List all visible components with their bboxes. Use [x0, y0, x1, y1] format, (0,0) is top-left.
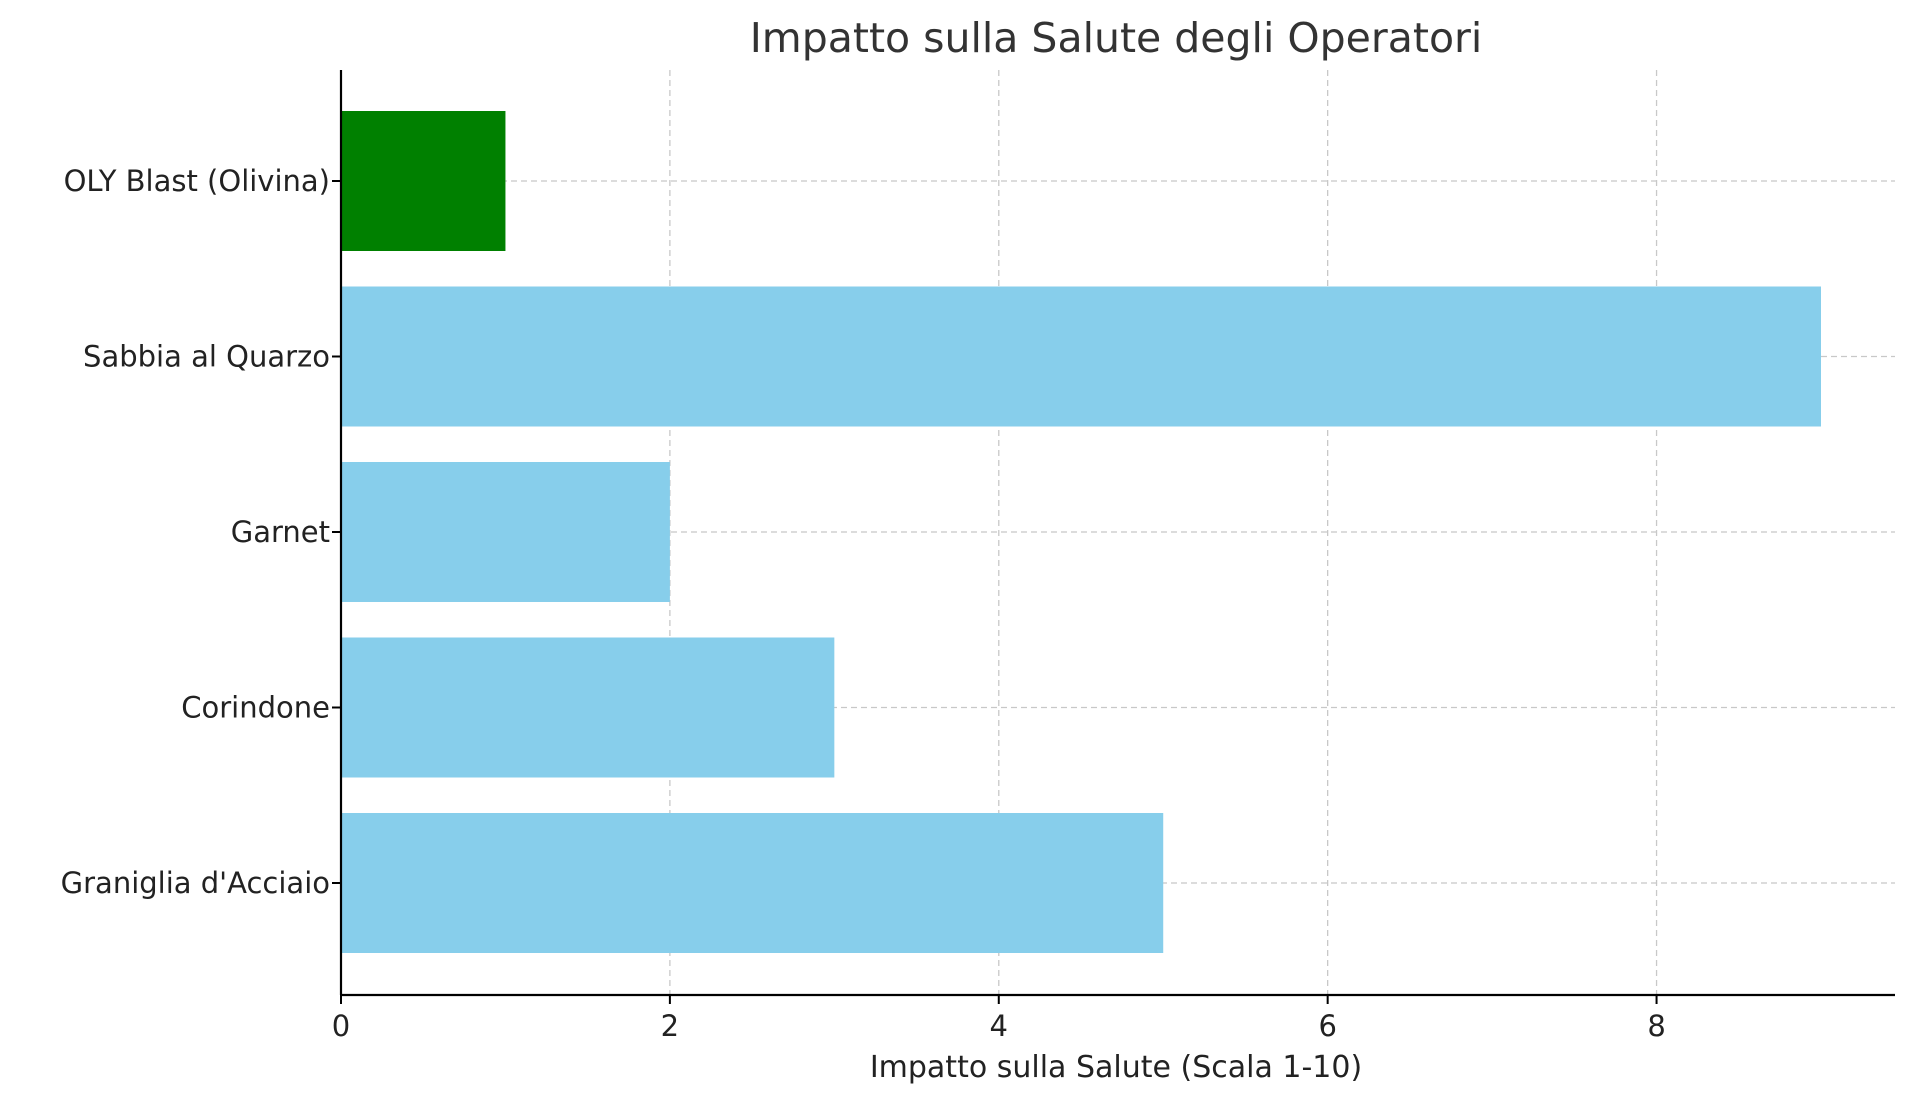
- bar-garnet: [341, 462, 670, 602]
- x-tick-label: 2: [661, 1009, 679, 1043]
- x-tick-label: 0: [332, 1009, 350, 1043]
- bar-sabbia-al-quarzo: [341, 286, 1821, 427]
- y-tick-label: Corindone: [181, 691, 330, 725]
- x-axis-ticks: 0 2 4 6 8: [332, 995, 1666, 1043]
- chart-title: Impatto sulla Salute degli Operatori: [750, 14, 1483, 62]
- y-tick-label: Garnet: [231, 515, 330, 549]
- bar-oly-blast-olivina: [341, 111, 506, 251]
- bars: [341, 111, 1821, 953]
- x-tick-label: 8: [1647, 1009, 1665, 1043]
- x-tick-label: 6: [1318, 1009, 1336, 1043]
- y-tick-label: Graniglia d'Acciaio: [61, 866, 330, 900]
- x-tick-label: 4: [990, 1009, 1008, 1043]
- y-tick-label: Sabbia al Quarzo: [83, 340, 330, 374]
- bar-corindone: [341, 637, 835, 778]
- x-axis-label: Impatto sulla Salute (Scala 1-10): [870, 1050, 1362, 1085]
- bar-graniglia-d-acciaio: [341, 813, 1164, 953]
- y-axis-ticks: Graniglia d'Acciaio Corindone Garnet Sabbia…: [61, 164, 341, 900]
- y-tick-label: OLY Blast (Olivina): [64, 164, 330, 198]
